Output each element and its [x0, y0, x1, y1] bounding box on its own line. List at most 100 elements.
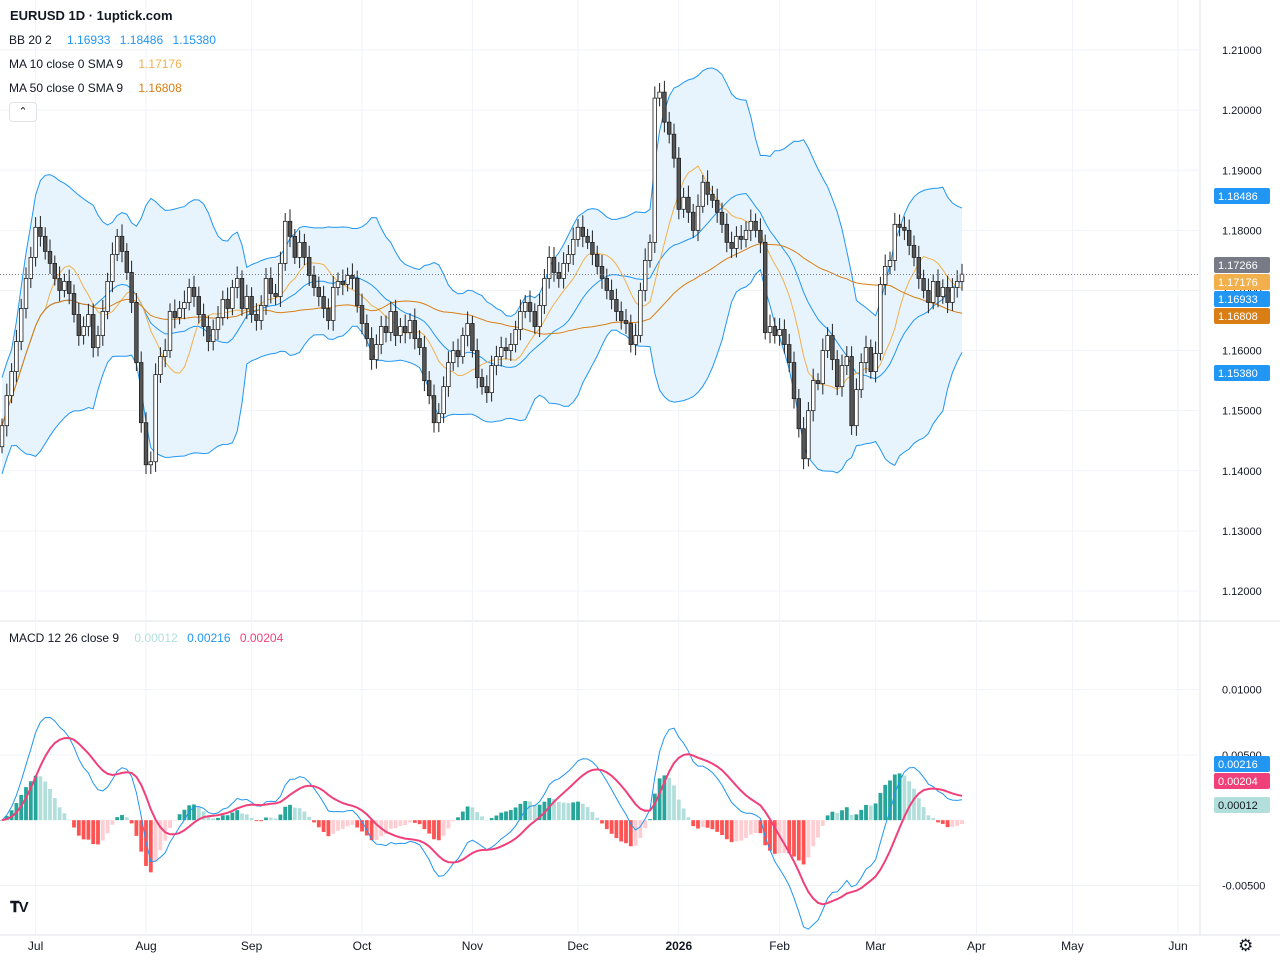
candle-body [225, 299, 230, 309]
candle-body [859, 362, 864, 391]
candle-body [820, 350, 825, 385]
macd-histogram-bar [264, 817, 268, 821]
candle-body [302, 241, 307, 258]
macd-histogram-bar [753, 820, 758, 833]
candle-body [657, 91, 662, 99]
candle-body [81, 326, 86, 336]
candle-body [892, 223, 897, 261]
candle-body [162, 350, 168, 357]
macd-tick-label: -0.00500 [1222, 880, 1265, 892]
candle-body [177, 308, 182, 318]
macd-histogram-bar [945, 820, 950, 828]
macd-histogram-bar [633, 820, 638, 846]
macd-histogram-bar [364, 820, 369, 836]
candle-body [115, 235, 120, 255]
macd-histogram-bar [297, 808, 302, 821]
macd-histogram-bar [816, 820, 820, 838]
macd-histogram-bar [259, 820, 264, 822]
collapse-legend-button[interactable]: ⌃ [9, 102, 37, 122]
macd-histogram-bar [888, 780, 892, 821]
candle-body [446, 362, 451, 388]
gear-icon[interactable]: ⚙ [1238, 936, 1254, 955]
price-tags: 1.18486 1.17266 1.17176 1.16933 1.16808 1.153… [1214, 188, 1270, 813]
candle-body [129, 272, 134, 303]
candle-body [590, 241, 595, 255]
legend-macd[interactable]: MACD 12 26 close 9 0.00012 0.00216 0.002… [9, 631, 283, 645]
candle-body [575, 226, 581, 240]
macd-histogram-bar [0, 820, 4, 821]
macd-histogram-bar [115, 817, 120, 821]
macd-histogram-bar [129, 820, 134, 824]
candle-body [369, 338, 374, 360]
candle-body [494, 356, 499, 366]
legend-ma50[interactable]: MA 50 close 0 SMA 9 1.16808 [9, 81, 182, 95]
legend-ma10[interactable]: MA 10 close 0 SMA 9 1.17176 [9, 57, 182, 71]
candle-body [196, 296, 201, 315]
macd-histogram-bar [892, 774, 897, 821]
macd-histogram-bar [518, 803, 523, 821]
macd-histogram-bar [432, 820, 436, 840]
macd-histogram-bar [907, 781, 912, 821]
price-tag: 1.15380 [1218, 368, 1258, 380]
candle-body [753, 220, 758, 231]
candle-body [623, 320, 629, 324]
macd-histogram-bar [62, 813, 67, 821]
macd-histogram-bar [614, 820, 619, 839]
legend-bb[interactable]: BB 20 2 1.16933 1.18486 1.15380 [9, 33, 216, 47]
candle-body [244, 296, 249, 309]
candle-body [431, 395, 437, 424]
candle-body [172, 311, 177, 318]
legend-bb-label: BB 20 2 [9, 33, 52, 47]
macd-histogram-bar [912, 788, 916, 821]
macd-histogram-bar [830, 811, 835, 821]
candle-body [897, 223, 902, 228]
macd-histogram-bar [33, 775, 38, 821]
macd-histogram-bar [268, 817, 273, 821]
macd-histogram-bar [883, 784, 888, 821]
macd-histogram-bar [873, 803, 878, 821]
candle-body [417, 338, 422, 348]
candle-body [815, 380, 821, 385]
candle-body [450, 350, 456, 363]
candle-body [844, 356, 849, 366]
candles [0, 80, 1200, 475]
axes: 1.210001.200001.190001.180001.170001.160… [28, 45, 1266, 953]
macd-histogram-bar [86, 820, 91, 840]
macd-histogram-bar [590, 812, 595, 821]
candle-body [763, 241, 768, 333]
macd-histogram-bar [153, 820, 158, 862]
macd-histogram-bar [700, 820, 705, 827]
macd-histogram-bar [235, 810, 240, 821]
macd-histogram-bar [494, 815, 499, 821]
macd-histogram-bar [720, 820, 724, 836]
price-tag-bg [1214, 308, 1270, 324]
macd-histogram-bar [667, 777, 672, 821]
macd-histogram-bar [940, 820, 945, 824]
macd-histogram-bar [600, 820, 604, 824]
candle-body [595, 253, 600, 267]
macd-histogram-bar [76, 820, 81, 836]
macd-histogram-bar [230, 812, 235, 821]
macd-histogram-bar [878, 792, 883, 821]
time-tick-label: May [1061, 939, 1084, 953]
macd-histogram-bar [206, 816, 211, 821]
tv-logo[interactable]: 𝐓V [10, 899, 29, 916]
bb-fill [2, 68, 962, 474]
macd-histogram-bar [484, 819, 489, 821]
macd-histogram-bar [825, 815, 830, 821]
macd-histogram-bar [288, 804, 292, 821]
candle-body [691, 211, 696, 231]
candle-body [311, 275, 317, 288]
candle-body [268, 278, 273, 294]
candle-body [124, 250, 129, 273]
macd-histogram-bar [187, 805, 192, 821]
macd-histogram-bar [96, 820, 100, 845]
legend-ma10-label: MA 10 close 0 SMA 9 [9, 57, 124, 71]
candle-body [782, 329, 787, 345]
candle-body [503, 347, 509, 351]
candle-body [326, 308, 331, 321]
time-tick-label: Dec [567, 939, 588, 953]
price-tick-label: 1.15000 [1222, 406, 1262, 418]
candle-body [230, 287, 235, 309]
